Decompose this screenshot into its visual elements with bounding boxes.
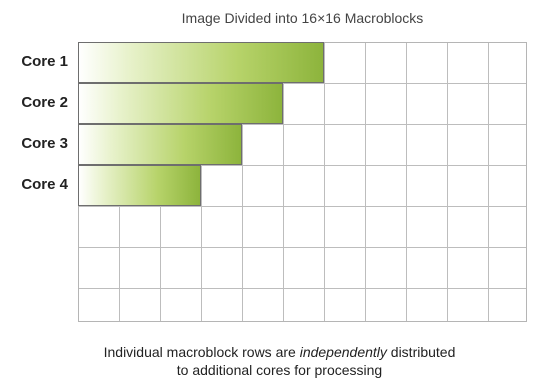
core-2-bar — [78, 83, 283, 124]
core-2-label: Core 2 — [21, 94, 68, 111]
caption-line1-start: Individual macroblock rows are — [103, 344, 300, 360]
core-1-label: Core 1 — [21, 53, 68, 70]
caption-line1-end: distributed — [386, 344, 456, 360]
diagram-title: Image Divided into 16×16 Macroblocks — [181, 10, 424, 26]
core-3-bar — [78, 124, 242, 165]
caption: Individual macroblock rows are independe… — [20, 343, 539, 379]
core-4-bar — [78, 165, 201, 206]
caption-emphasis: independently — [299, 344, 387, 360]
core-4-label: Core 4 — [21, 176, 68, 193]
core-1-bar — [78, 42, 324, 83]
core-3-label: Core 3 — [21, 135, 68, 152]
caption-line2: to additional cores for processing — [176, 362, 383, 378]
